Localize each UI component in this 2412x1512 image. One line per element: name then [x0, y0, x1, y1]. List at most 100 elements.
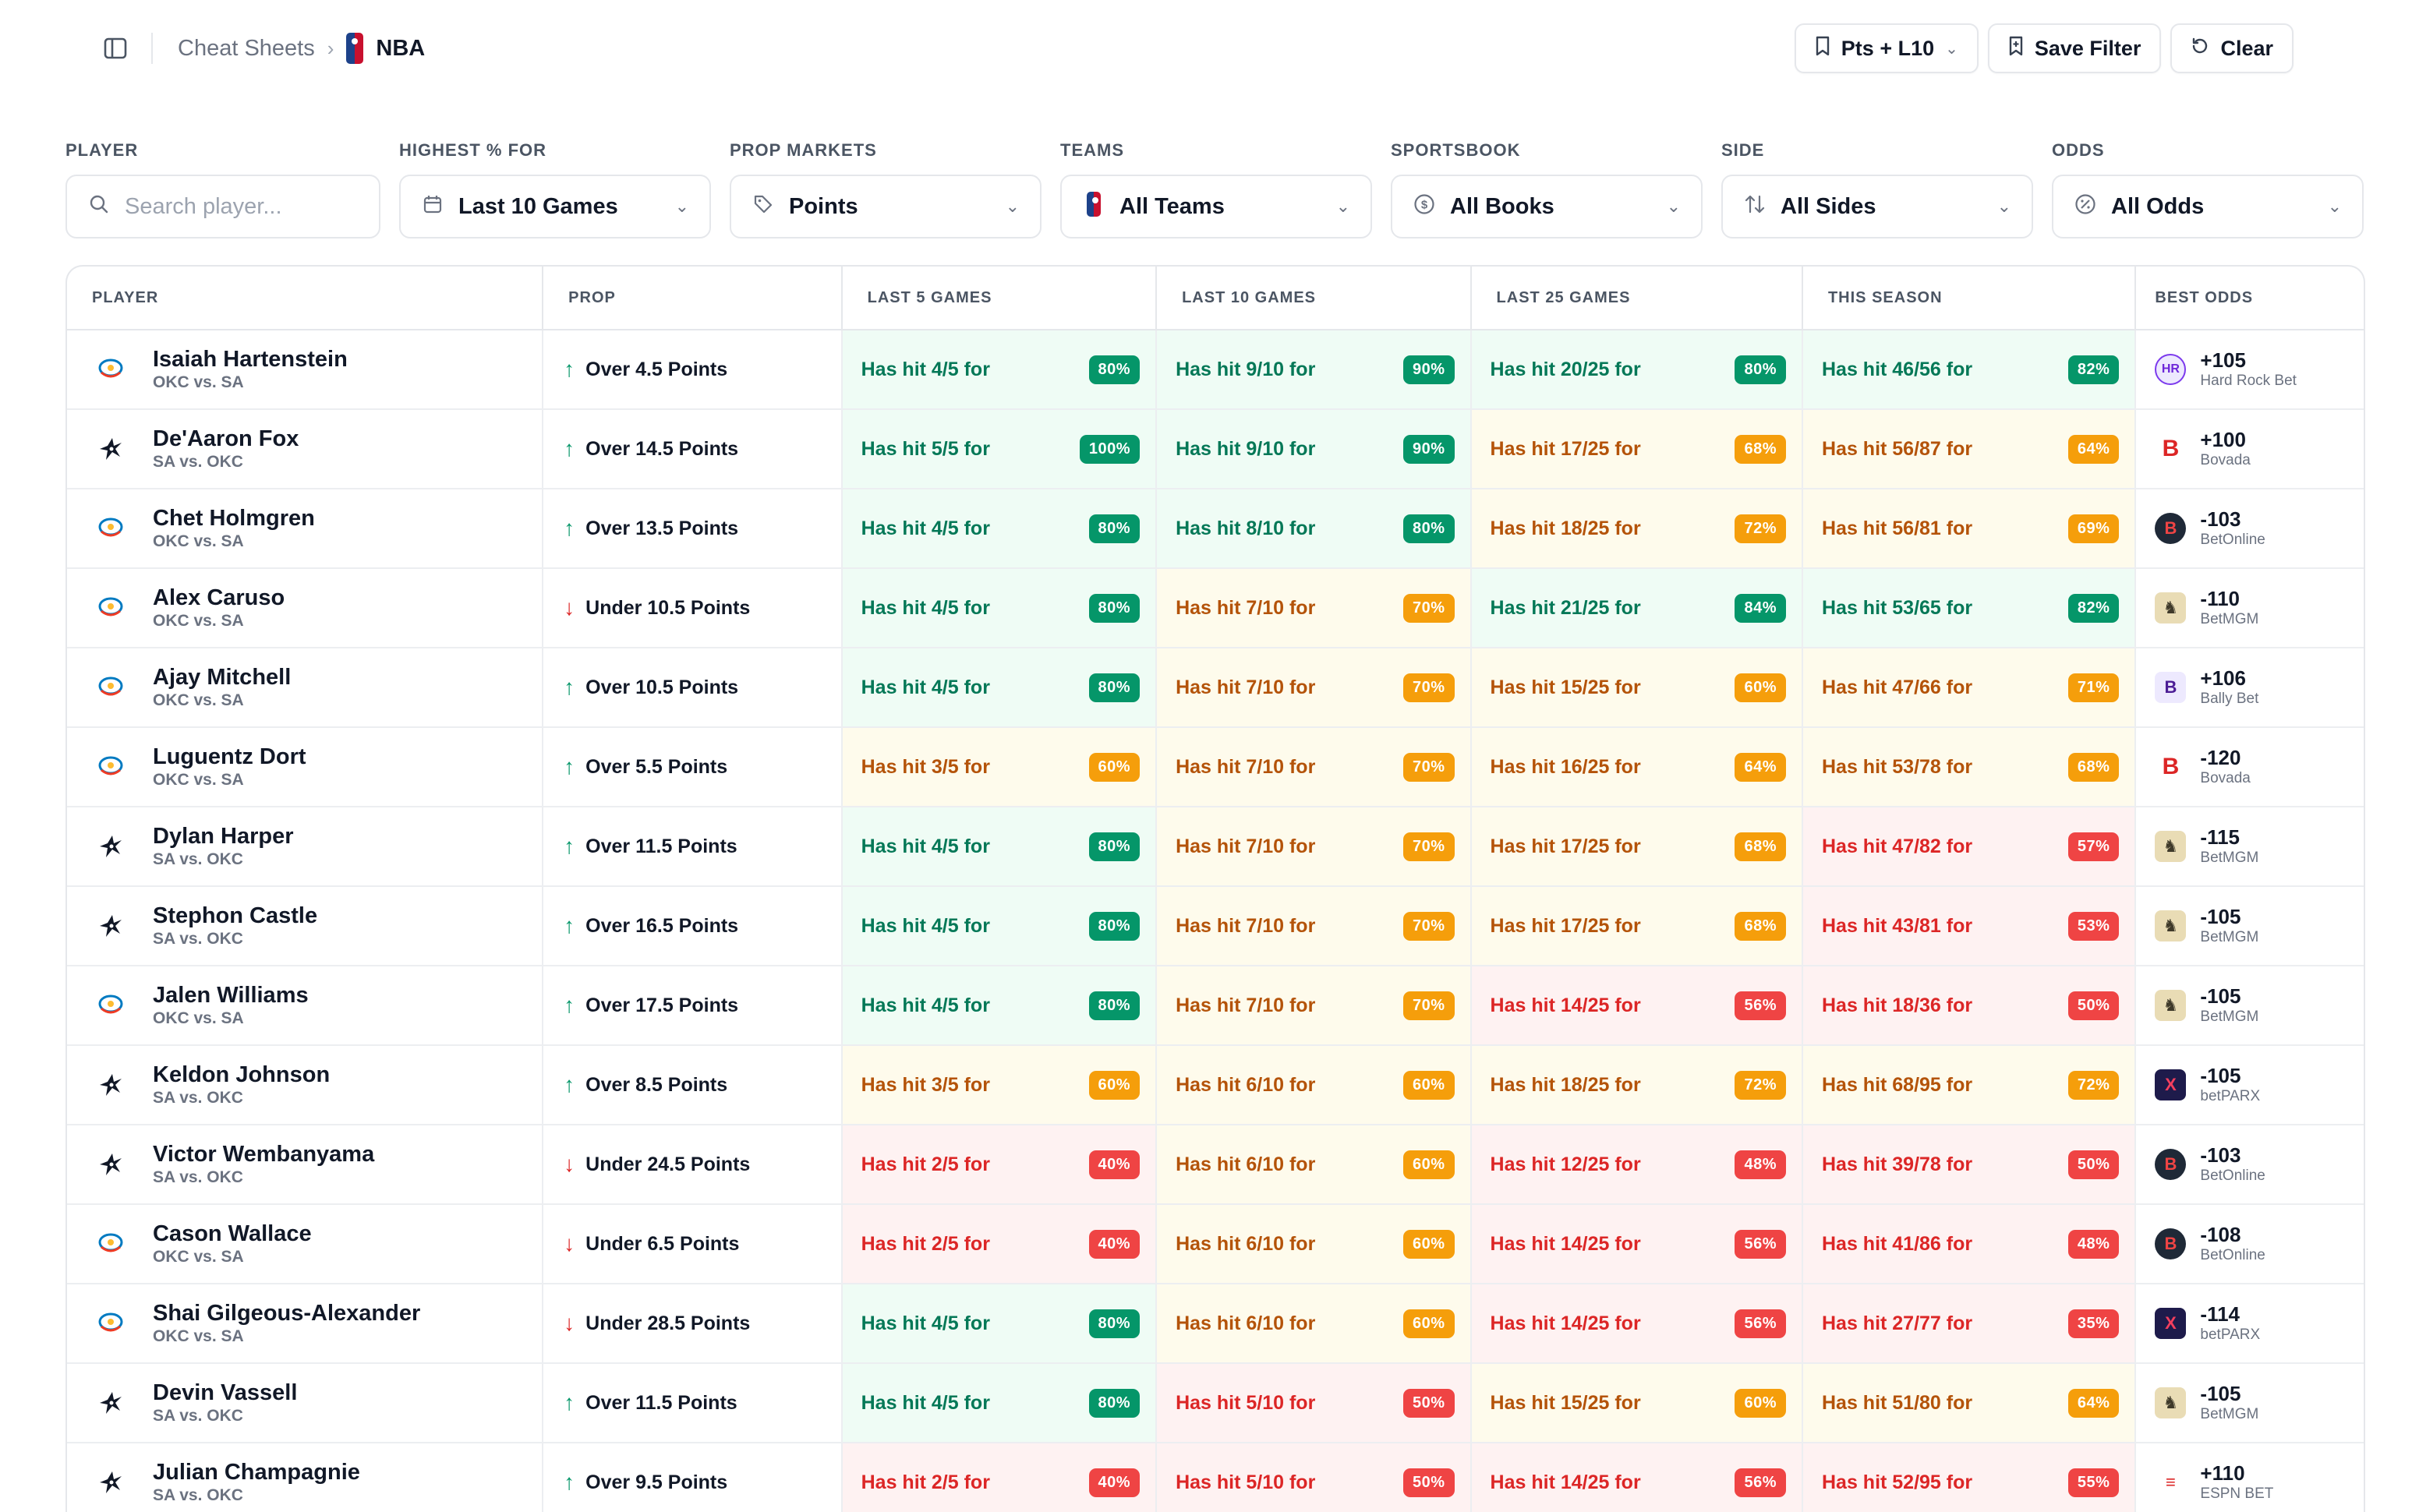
best-odds-cell[interactable]: B -108 BetOnline [2136, 1205, 2364, 1283]
player-name[interactable]: Cason Wallace [153, 1221, 312, 1246]
best-odds-cell[interactable]: ♞ -105 BetMGM [2136, 1364, 2364, 1442]
hit-percent-badge: 100% [1079, 434, 1141, 464]
last-10-cell: Has hit 9/10 for 90% [1157, 330, 1472, 408]
bookmark-plus-icon [2008, 36, 2024, 62]
player-name[interactable]: Julian Champagnie [153, 1460, 360, 1485]
preset-dropdown-button[interactable]: Pts + L10 ⌄ [1794, 23, 1979, 73]
table-row[interactable]: Julian Champagnie SA vs. OKC ↑ Over 9.5 … [67, 1443, 2364, 1512]
player-name[interactable]: Shai Gilgeous-Alexander [153, 1301, 421, 1326]
best-odds-cell[interactable]: X -105 betPARX [2136, 1046, 2364, 1124]
player-name[interactable]: Keldon Johnson [153, 1062, 331, 1087]
table-row[interactable]: Shai Gilgeous-Alexander OKC vs. SA ↓ Und… [67, 1284, 2364, 1364]
last-5-cell: Has hit 3/5 for 60% [842, 1046, 1158, 1124]
table-row[interactable]: Keldon Johnson SA vs. OKC ↑ Over 8.5 Poi… [67, 1046, 2364, 1125]
side-select[interactable]: All Sides ⌄ [1721, 175, 2033, 238]
thunder-logo-icon [95, 990, 126, 1021]
arrow-up-icon: ↑ [564, 1470, 575, 1494]
sportsbook-select[interactable]: $ All Books ⌄ [1391, 175, 1703, 238]
search-field[interactable] [65, 175, 380, 238]
table-row[interactable]: Jalen Williams OKC vs. SA ↑ Over 17.5 Po… [67, 966, 2364, 1046]
player-name[interactable]: Isaiah Hartenstein [153, 347, 348, 372]
player-name[interactable]: Stephon Castle [153, 903, 318, 928]
best-odds-cell[interactable]: ≡ +110 ESPN BET [2136, 1443, 2364, 1512]
betparx-logo-icon: X [2155, 1069, 2187, 1100]
column-header-last-25[interactable]: LAST 25 GAMES [1472, 267, 1803, 329]
player-name[interactable]: Luguentz Dort [153, 744, 306, 769]
hit-percent-badge: 60% [1403, 1070, 1455, 1100]
player-matchup: OKC vs. SA [153, 771, 244, 789]
table-row[interactable]: Cason Wallace OKC vs. SA ↓ Under 6.5 Poi… [67, 1205, 2364, 1284]
nba-logo-icon [346, 33, 364, 64]
hit-text: Has hit 53/65 for [1821, 596, 1973, 619]
player-name[interactable]: Victor Wembanyama [153, 1142, 375, 1167]
last-5-cell: Has hit 4/5 for 80% [842, 489, 1158, 567]
last-25-cell: Has hit 17/25 for 68% [1471, 410, 1803, 488]
player-name[interactable]: Devin Vassell [153, 1380, 298, 1405]
last-5-cell: Has hit 4/5 for 80% [842, 648, 1158, 726]
best-odds-cell[interactable]: B -103 BetOnline [2136, 1125, 2364, 1203]
hit-text: Has hit 16/25 for [1490, 755, 1641, 778]
best-odds-cell[interactable]: X -114 betPARX [2136, 1284, 2364, 1362]
column-header-prop[interactable]: PROP [543, 267, 843, 329]
highest-select[interactable]: Last 10 Games ⌄ [399, 175, 711, 238]
teams-select[interactable]: All Teams ⌄ [1060, 175, 1372, 238]
column-header-last-5[interactable]: LAST 5 GAMES [843, 267, 1158, 329]
this-season-cell: Has hit 52/95 for 55% [1802, 1443, 2137, 1512]
best-odds-cell[interactable]: HR +105 Hard Rock Bet [2136, 330, 2364, 408]
sidebar-toggle-icon[interactable] [100, 34, 131, 62]
last-25-cell: Has hit 17/25 for 68% [1471, 807, 1803, 885]
player-cell: Julian Champagnie SA vs. OKC [67, 1443, 544, 1512]
best-odds-cell[interactable]: ♞ -105 BetMGM [2136, 966, 2364, 1044]
best-odds-cell[interactable]: ♞ -110 BetMGM [2136, 569, 2364, 647]
player-name[interactable]: Dylan Harper [153, 824, 294, 849]
save-filter-button[interactable]: Save Filter [1987, 23, 2162, 73]
best-odds-cell[interactable]: B -120 Bovada [2136, 728, 2364, 806]
best-odds-cell[interactable]: B -103 BetOnline [2136, 489, 2364, 567]
table-row[interactable]: Isaiah Hartenstein OKC vs. SA ↑ Over 4.5… [67, 330, 2364, 410]
odds-select[interactable]: All Odds ⌄ [2052, 175, 2364, 238]
player-name[interactable]: Alex Caruso [153, 585, 285, 610]
chevron-down-icon: ⌄ [1005, 196, 1020, 216]
best-odds-cell[interactable]: B +100 Bovada [2136, 410, 2364, 488]
last-5-cell: Has hit 2/5 for 40% [842, 1205, 1158, 1283]
table-row[interactable]: Stephon Castle SA vs. OKC ↑ Over 16.5 Po… [67, 887, 2364, 966]
table-row[interactable]: Dylan Harper SA vs. OKC ↑ Over 11.5 Poin… [67, 807, 2364, 887]
table-row[interactable]: De'Aaron Fox SA vs. OKC ↑ Over 14.5 Poin… [67, 410, 2364, 489]
bally-logo-icon: B [2155, 672, 2187, 703]
breadcrumb-cheat-sheets[interactable]: Cheat Sheets [178, 35, 315, 61]
best-odds-cell[interactable]: ♞ -105 BetMGM [2136, 887, 2364, 965]
hit-text: Has hit 2/5 for [861, 1471, 990, 1493]
table-row[interactable]: Devin Vassell SA vs. OKC ↑ Over 11.5 Poi… [67, 1364, 2364, 1443]
player-matchup: OKC vs. SA [153, 1009, 244, 1027]
player-name[interactable]: De'Aaron Fox [153, 426, 299, 451]
player-info: Devin Vassell SA vs. OKC [153, 1380, 297, 1426]
column-header-best-odds[interactable]: BEST ODDS [2155, 288, 2254, 306]
last-5-cell: Has hit 4/5 for 80% [842, 330, 1158, 408]
odds-info: -103 BetOnline [2200, 1143, 2265, 1185]
this-season-cell: Has hit 43/81 for 53% [1802, 887, 2137, 965]
best-odds-cell[interactable]: B +106 Bally Bet [2136, 648, 2364, 726]
table-row[interactable]: Luguentz Dort OKC vs. SA ↑ Over 5.5 Poin… [67, 728, 2364, 807]
clear-button[interactable]: Clear [2170, 23, 2294, 73]
this-season-cell: Has hit 56/81 for 69% [1802, 489, 2137, 567]
odds-value: -103 [2200, 507, 2241, 531]
player-name[interactable]: Chet Holmgren [153, 506, 315, 531]
markets-select[interactable]: Points ⌄ [730, 175, 1042, 238]
best-odds-cell[interactable]: ♞ -115 BetMGM [2136, 807, 2364, 885]
player-name[interactable]: Ajay Mitchell [153, 665, 292, 690]
hit-text: Has hit 7/10 for [1176, 914, 1316, 937]
table-row[interactable]: Alex Caruso OKC vs. SA ↓ Under 10.5 Poin… [67, 569, 2364, 648]
column-header-last-10[interactable]: LAST 10 GAMES [1157, 267, 1472, 329]
table-row[interactable]: Chet Holmgren OKC vs. SA ↑ Over 13.5 Poi… [67, 489, 2364, 569]
column-header-player[interactable]: PLAYER [67, 267, 544, 329]
search-input[interactable] [125, 193, 359, 220]
column-header-this-season[interactable]: THIS SEASON [1803, 267, 2137, 329]
player-name[interactable]: Jalen Williams [153, 983, 309, 1008]
player-info: Victor Wembanyama SA vs. OKC [153, 1141, 374, 1188]
sportsbook-name: Bally Bet [2200, 691, 2259, 707]
odds-info: -105 BetMGM [2200, 1382, 2258, 1424]
thunder-logo-icon [95, 354, 126, 385]
table-row[interactable]: Victor Wembanyama SA vs. OKC ↓ Under 24.… [67, 1125, 2364, 1205]
table-row[interactable]: Ajay Mitchell OKC vs. SA ↑ Over 10.5 Poi… [67, 648, 2364, 728]
last-5-cell: Has hit 3/5 for 60% [842, 728, 1158, 806]
